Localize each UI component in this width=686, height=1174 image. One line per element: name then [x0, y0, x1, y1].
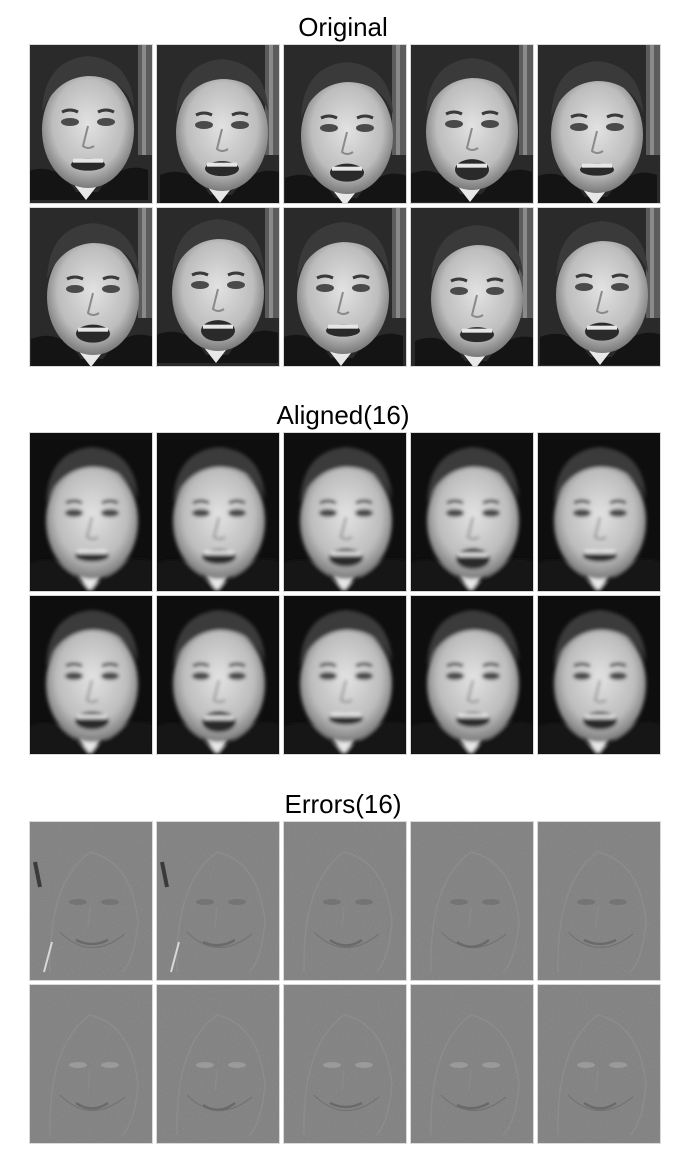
aligned-face-tile — [283, 595, 407, 755]
original-face-image — [157, 45, 279, 203]
aligned-face-tile — [410, 432, 534, 592]
errors-face-image — [538, 822, 660, 980]
original-face-tile — [283, 44, 407, 204]
aligned-face-tile — [537, 595, 661, 755]
errors-face-tile — [156, 821, 280, 981]
errors-face-tile — [156, 984, 280, 1144]
errors-face-tile — [537, 821, 661, 981]
aligned-face-tile — [156, 432, 280, 592]
original-face-image — [538, 208, 660, 366]
grid-original — [29, 44, 661, 367]
panel-title-aligned: Aligned(16) — [276, 400, 410, 430]
original-face-image — [30, 208, 152, 366]
errors-face-tile — [283, 821, 407, 981]
errors-face-image — [30, 985, 152, 1143]
errors-face-image — [538, 985, 660, 1143]
errors-face-image — [411, 985, 533, 1143]
original-face-tile — [410, 207, 534, 367]
grid-aligned — [29, 432, 661, 755]
grid-errors — [29, 821, 661, 1144]
aligned-face-tile — [156, 595, 280, 755]
original-face-image — [30, 45, 152, 203]
original-face-tile — [410, 44, 534, 204]
original-face-tile — [29, 44, 153, 204]
panel-title-original: Original — [298, 12, 388, 42]
errors-face-image — [30, 822, 152, 980]
aligned-face-image — [538, 433, 660, 591]
panel-title-errors: Errors(16) — [284, 789, 402, 819]
original-face-tile — [156, 207, 280, 367]
original-face-image — [411, 45, 533, 203]
aligned-face-image — [30, 433, 152, 591]
original-face-tile — [537, 207, 661, 367]
original-face-tile — [283, 207, 407, 367]
errors-face-tile — [537, 984, 661, 1144]
aligned-face-tile — [283, 432, 407, 592]
aligned-face-image — [157, 596, 279, 754]
errors-face-image — [157, 822, 279, 980]
original-face-image — [411, 208, 533, 366]
original-face-tile — [156, 44, 280, 204]
aligned-face-image — [411, 433, 533, 591]
aligned-face-image — [284, 596, 406, 754]
errors-face-image — [284, 985, 406, 1143]
errors-face-tile — [410, 984, 534, 1144]
aligned-face-tile — [29, 432, 153, 592]
original-face-tile — [537, 44, 661, 204]
original-face-image — [157, 208, 279, 366]
errors-face-tile — [29, 984, 153, 1144]
errors-face-tile — [29, 821, 153, 981]
original-face-image — [284, 208, 406, 366]
aligned-face-tile — [537, 432, 661, 592]
aligned-face-image — [538, 596, 660, 754]
errors-face-tile — [410, 821, 534, 981]
aligned-face-tile — [29, 595, 153, 755]
aligned-face-image — [157, 433, 279, 591]
aligned-face-tile — [410, 595, 534, 755]
aligned-face-image — [411, 596, 533, 754]
errors-face-image — [284, 822, 406, 980]
original-face-image — [538, 45, 660, 203]
original-face-tile — [29, 207, 153, 367]
aligned-face-image — [30, 596, 152, 754]
aligned-face-image — [284, 433, 406, 591]
errors-face-image — [411, 822, 533, 980]
errors-face-tile — [283, 984, 407, 1144]
errors-face-image — [157, 985, 279, 1143]
original-face-image — [284, 45, 406, 203]
